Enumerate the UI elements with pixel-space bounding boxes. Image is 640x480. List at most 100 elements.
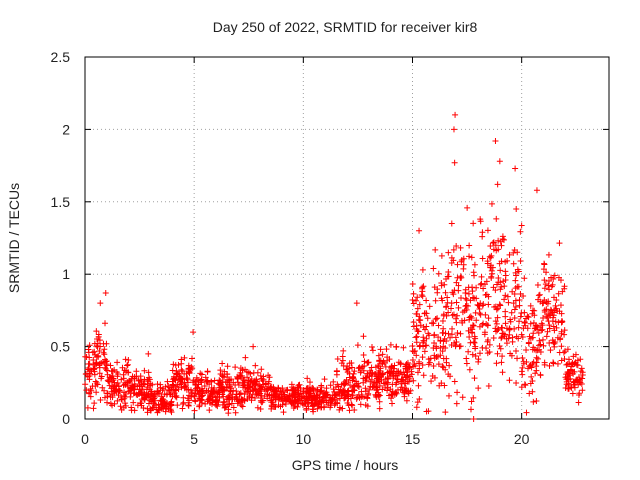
data-point	[178, 360, 185, 367]
data-point	[555, 319, 562, 326]
data-point	[101, 387, 108, 394]
data-point	[468, 398, 475, 405]
data-point	[453, 243, 460, 250]
data-point	[141, 392, 148, 399]
data-point	[445, 269, 452, 276]
data-point	[173, 383, 180, 390]
data-point	[496, 158, 503, 165]
data-point	[400, 344, 407, 351]
data-points	[82, 111, 586, 422]
data-point	[265, 380, 272, 387]
data-point	[114, 359, 121, 366]
data-point	[533, 347, 540, 354]
data-point	[537, 298, 544, 305]
data-point	[546, 286, 553, 293]
data-point	[131, 373, 138, 380]
data-point	[459, 319, 466, 326]
data-point	[177, 378, 184, 385]
data-point	[247, 383, 254, 390]
data-point	[140, 404, 147, 411]
data-point	[545, 318, 552, 325]
data-point	[357, 401, 364, 408]
data-point	[91, 400, 98, 407]
data-point	[477, 350, 484, 357]
data-point	[91, 348, 98, 355]
data-point	[124, 362, 131, 369]
data-point	[493, 247, 500, 254]
data-point	[444, 294, 451, 301]
data-point	[387, 341, 394, 348]
data-point	[466, 253, 473, 260]
data-point	[368, 373, 375, 380]
data-point	[168, 401, 175, 408]
data-point	[84, 366, 91, 373]
data-point	[564, 346, 571, 353]
data-point	[575, 392, 582, 399]
data-point	[166, 387, 173, 394]
data-point	[539, 322, 546, 329]
data-point	[469, 351, 476, 358]
data-point	[480, 301, 487, 308]
data-point	[417, 342, 424, 349]
data-point	[505, 335, 512, 342]
data-point	[470, 394, 477, 401]
data-point	[455, 287, 462, 294]
data-point	[517, 228, 524, 235]
data-point	[221, 368, 228, 375]
data-point	[466, 242, 473, 249]
data-point	[471, 339, 478, 346]
data-point	[533, 187, 540, 194]
data-point	[523, 347, 530, 354]
data-point	[514, 355, 521, 362]
data-point	[543, 313, 550, 320]
data-point	[90, 356, 97, 363]
data-point	[93, 328, 100, 335]
x-tick-label: 15	[405, 431, 421, 447]
data-point	[251, 395, 258, 402]
data-point	[519, 364, 526, 371]
data-point	[196, 402, 203, 409]
data-point	[457, 273, 464, 280]
data-point	[439, 348, 446, 355]
data-point	[379, 361, 386, 368]
data-point	[428, 378, 435, 385]
data-point	[536, 337, 543, 344]
data-point	[455, 304, 462, 311]
data-point	[217, 367, 224, 374]
data-point	[397, 360, 404, 367]
data-point	[196, 389, 203, 396]
data-point	[451, 159, 458, 166]
data-point	[409, 297, 416, 304]
data-point	[545, 282, 552, 289]
data-point	[363, 375, 370, 382]
data-point	[442, 330, 449, 337]
data-point	[543, 269, 550, 276]
data-point	[135, 391, 142, 398]
data-point	[512, 297, 519, 304]
data-point	[349, 392, 356, 399]
data-point	[385, 376, 392, 383]
data-point	[497, 279, 504, 286]
data-point	[425, 356, 432, 363]
data-point	[397, 378, 404, 385]
data-point	[503, 325, 510, 332]
data-point	[486, 348, 493, 355]
data-point	[96, 348, 103, 355]
data-point	[403, 374, 410, 381]
data-point	[546, 278, 552, 285]
data-point	[572, 351, 579, 358]
data-point	[508, 309, 515, 316]
data-point	[274, 390, 281, 397]
data-point	[413, 352, 420, 359]
data-point	[178, 366, 185, 373]
data-point	[452, 315, 459, 322]
data-point	[520, 293, 527, 300]
data-point	[535, 330, 542, 337]
data-point	[479, 255, 486, 262]
data-point	[450, 126, 457, 133]
data-point	[336, 404, 343, 411]
data-point	[267, 387, 274, 394]
data-point	[532, 325, 539, 332]
data-point	[521, 309, 528, 316]
data-point	[224, 363, 231, 370]
